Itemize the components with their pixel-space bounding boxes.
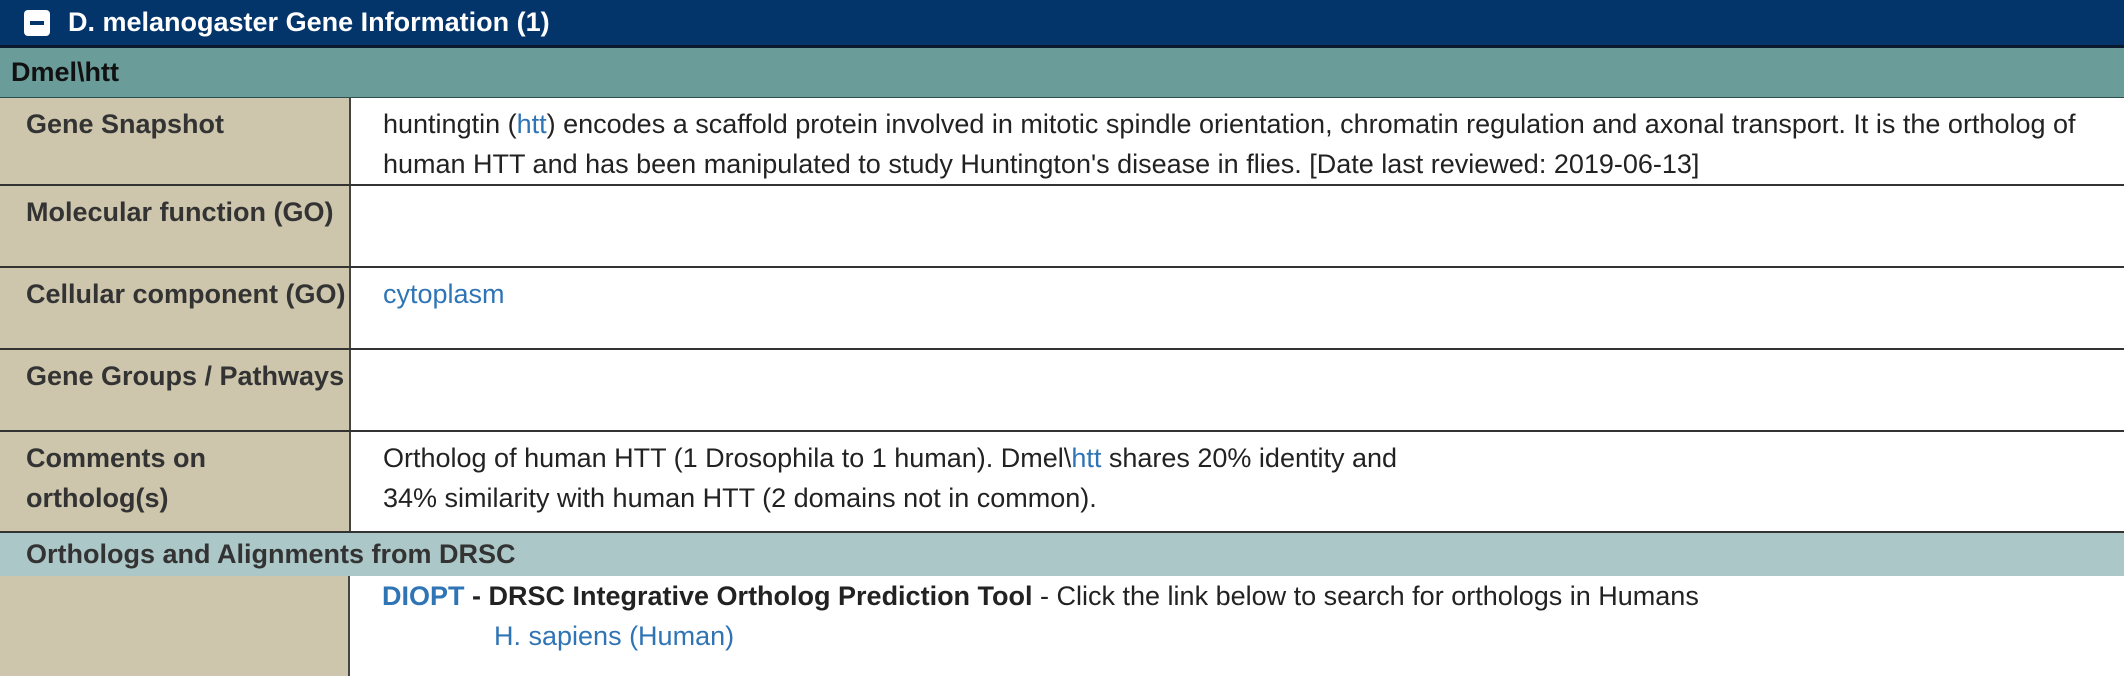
cellular-component-value: cytoplasm [350,267,2124,350]
gene-info-table: Gene Snapshot huntingtin (htt) encodes a… [0,98,2124,533]
orthologs-row: DIOPT - DRSC Integrative Ortholog Predic… [0,576,2124,676]
row-label: Molecular function (GO) [0,185,351,268]
gene-name: Dmel\htt [11,57,119,87]
table-row: Cellular component (GO) cytoplasm [0,267,2124,350]
table-row: Gene Groups / Pathways [0,349,2124,432]
human-ortholog-link[interactable]: H. sapiens (Human) [494,621,735,651]
diopt-link[interactable]: DIOPT [382,581,465,611]
gene-snapshot-value: huntingtin (htt) encodes a scaffold prot… [350,98,2124,186]
orthologs-value: DIOPT - DRSC Integrative Ortholog Predic… [382,581,1699,651]
section-header[interactable]: D. melanogaster Gene Information (1) [0,0,2124,48]
orthologs-header: Orthologs and Alignments from DRSC [0,533,2124,576]
row-label: Cellular component (GO) [0,267,351,350]
row-label: Gene Snapshot [0,98,351,186]
row-label [0,576,350,676]
gene-groups-value [350,349,2124,432]
comments-value: Ortholog of human HTT (1 Drosophila to 1… [350,431,2124,533]
row-label: Comments on ortholog(s) [0,431,351,533]
htt-link[interactable]: htt [1071,443,1102,473]
molecular-function-value [350,185,2124,268]
row-label: Gene Groups / Pathways [0,349,351,432]
table-row: Comments on ortholog(s) Ortholog of huma… [0,431,2124,533]
gene-name-bar: Dmel\htt [0,48,2124,98]
htt-link[interactable]: htt [516,109,547,139]
cytoplasm-link[interactable]: cytoplasm [383,279,505,309]
section-title: D. melanogaster Gene Information (1) [68,7,550,37]
collapse-icon[interactable] [24,9,50,36]
table-row: Gene Snapshot huntingtin (htt) encodes a… [0,98,2124,186]
table-row: Molecular function (GO) [0,185,2124,268]
